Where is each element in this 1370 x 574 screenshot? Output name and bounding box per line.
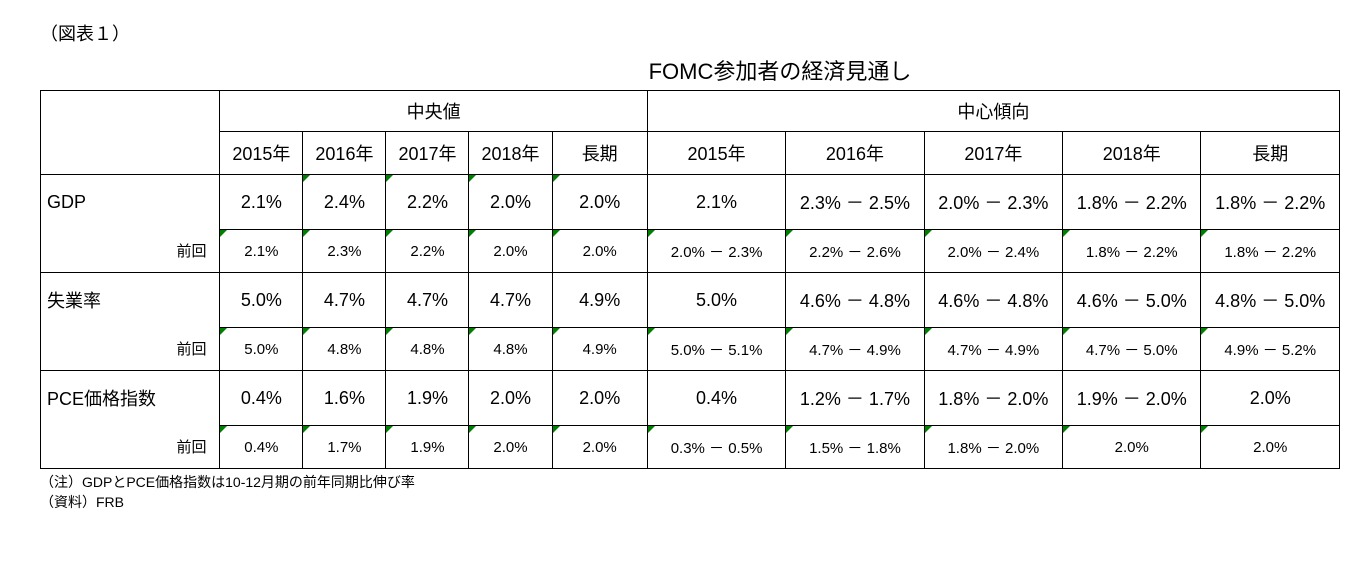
row-blank [41,328,164,371]
cell: 2.0% [469,175,552,230]
cell: 1.8% － 2.2% [1063,175,1201,230]
cell: 5.0% [647,273,785,328]
col-median-2017: 2017年 [386,132,469,175]
header-median: 中央値 [220,91,647,132]
table-body: GDP 2.1% 2.4% 2.2% 2.0% 2.0% 2.1% 2.3% －… [41,175,1340,469]
prev-label: 前回 [164,230,220,273]
cell: 2.0% [552,426,647,469]
col-tendency-2016: 2016年 [786,132,924,175]
cell: 4.8% [386,328,469,371]
cell: 4.7% [303,273,386,328]
table-row: GDP 2.1% 2.4% 2.2% 2.0% 2.0% 2.1% 2.3% －… [41,175,1340,230]
col-tendency-longrun: 長期 [1201,132,1340,175]
table-row: 失業率 5.0% 4.7% 4.7% 4.7% 4.9% 5.0% 4.6% －… [41,273,1340,328]
cell: 2.0% [469,230,552,273]
cell: 2.0% [1201,371,1340,426]
cell: 0.4% [647,371,785,426]
cell: 2.0% [469,426,552,469]
cell: 1.9% － 2.0% [1063,371,1201,426]
cell: 4.7% － 4.9% [786,328,924,371]
col-median-2015: 2015年 [220,132,303,175]
cell: 2.1% [220,175,303,230]
table-row: 前回 5.0% 4.8% 4.8% 4.8% 4.9% 5.0% － 5.1% … [41,328,1340,371]
cell: 2.0% － 2.3% [924,175,1062,230]
cell: 0.3% － 0.5% [647,426,785,469]
cell: 1.5% － 1.8% [786,426,924,469]
row-blank [41,426,164,469]
cell: 2.1% [647,175,785,230]
cell: 0.4% [220,371,303,426]
cell: 2.2% [386,230,469,273]
cell: 0.4% [220,426,303,469]
table-row: PCE価格指数 0.4% 1.6% 1.9% 2.0% 2.0% 0.4% 1.… [41,371,1340,426]
table-row: 前回 2.1% 2.3% 2.2% 2.0% 2.0% 2.0% － 2.3% … [41,230,1340,273]
cell: 2.0% [552,230,647,273]
cell: 1.8% － 2.2% [1201,175,1340,230]
cell: 4.7% [386,273,469,328]
prev-label: 前回 [164,426,220,469]
cell: 2.0% [552,371,647,426]
col-tendency-2017: 2017年 [924,132,1062,175]
cell: 2.0% [1063,426,1201,469]
table-title: FOMC参加者の経済見通し [40,54,1350,86]
cell: 2.2% [386,175,469,230]
header-tendency: 中心傾向 [647,91,1339,132]
cell: 2.4% [303,175,386,230]
header-blank [41,91,220,175]
cell: 4.6% － 4.8% [786,273,924,328]
cell: 1.9% [386,371,469,426]
cell: 5.0% [220,328,303,371]
projections-table: 中央値 中心傾向 2015年 2016年 2017年 2018年 長期 2015… [40,90,1340,469]
row-label-gdp: GDP [41,175,220,230]
cell: 1.8% － 2.0% [924,371,1062,426]
cell: 4.7% [469,273,552,328]
cell: 1.2% － 1.7% [786,371,924,426]
col-median-longrun: 長期 [552,132,647,175]
cell: 1.6% [303,371,386,426]
cell: 2.0% － 2.4% [924,230,1062,273]
cell: 4.8% [469,328,552,371]
cell: 5.0% [220,273,303,328]
footnotes: （注）GDPとPCE価格指数は10-12月期の前年同期比伸び率 （資料）FRB [40,473,1350,512]
prev-label: 前回 [164,328,220,371]
cell: 2.0% [552,175,647,230]
row-blank [41,230,164,273]
row-label-unemployment: 失業率 [41,273,220,328]
row-label-pce: PCE価格指数 [41,371,220,426]
cell: 4.7% － 4.9% [924,328,1062,371]
col-tendency-2018: 2018年 [1063,132,1201,175]
cell: 2.2% － 2.6% [786,230,924,273]
col-median-2018: 2018年 [469,132,552,175]
figure-label: （図表１） [40,20,1350,46]
cell: 4.9% － 5.2% [1201,328,1340,371]
cell: 2.0% [1201,426,1340,469]
cell: 2.3% － 2.5% [786,175,924,230]
cell: 4.6% － 4.8% [924,273,1062,328]
cell: 4.7% － 5.0% [1063,328,1201,371]
footnote-note: （注）GDPとPCE価格指数は10-12月期の前年同期比伸び率 [40,473,1350,493]
cell: 1.7% [303,426,386,469]
cell: 1.8% － 2.2% [1201,230,1340,273]
cell: 4.6% － 5.0% [1063,273,1201,328]
table-row: 前回 0.4% 1.7% 1.9% 2.0% 2.0% 0.3% － 0.5% … [41,426,1340,469]
cell: 2.1% [220,230,303,273]
cell: 4.8% [303,328,386,371]
footnote-source: （資料）FRB [40,493,1350,513]
cell: 4.8% － 5.0% [1201,273,1340,328]
cell: 4.9% [552,328,647,371]
cell: 4.9% [552,273,647,328]
cell: 1.8% － 2.2% [1063,230,1201,273]
cell: 1.8% － 2.0% [924,426,1062,469]
cell: 2.3% [303,230,386,273]
cell: 2.0% [469,371,552,426]
col-median-2016: 2016年 [303,132,386,175]
col-tendency-2015: 2015年 [647,132,785,175]
cell: 2.0% － 2.3% [647,230,785,273]
cell: 1.9% [386,426,469,469]
cell: 5.0% － 5.1% [647,328,785,371]
